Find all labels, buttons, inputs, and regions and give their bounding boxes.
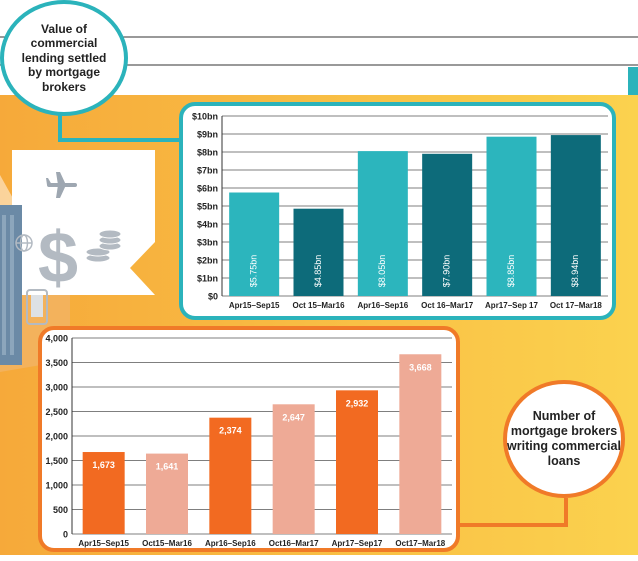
chart1-x-tick-label: Oct 17–Mar18 [550,301,603,310]
callout-lending-value: Value of commercial lending settled by m… [0,0,128,116]
chart1-y-tick-label: $8bn [197,148,218,158]
chart1-data-label: $8.94bn [570,255,580,288]
callout-broker-count: Number of mortgage brokers writing comme… [503,380,625,498]
chart2-bar [146,453,188,534]
chart2-x-tick-label: Apr17–Sep17 [332,539,383,548]
chart2-y-tick-label: 1,000 [45,481,68,491]
chart1-x-tick-label: Apr15–Sep15 [229,301,280,310]
chart1-bar [486,136,537,296]
chart1-y-tick-label: $6bn [197,184,218,194]
chart2-bar [399,354,442,534]
chart1-x-tick-label: Apr17–Sep 17 [485,301,538,310]
chart2-x-tick-label: Apr16–Sep16 [205,539,256,548]
chart1-y-tick-label: $1bn [197,274,218,284]
chart2-data-label: 2,374 [219,426,242,436]
chart2-data-label: 1,673 [92,460,115,470]
chart2-bar [272,404,315,534]
chart2-y-tick-label: 3,000 [45,383,68,393]
chart1-x-tick-label: Oct 16–Mar17 [421,301,474,310]
chart2-data-label: 2,647 [282,412,305,422]
callout-broker-count-text: Number of mortgage brokers writing comme… [507,409,621,468]
chart2-y-tick-label: 2,500 [45,407,68,417]
svg-text:$: $ [38,218,78,298]
chart1-bar [293,208,344,296]
chart1-y-tick-label: $5bn [197,202,218,212]
callout-lending-value-text: Value of commercial lending settled by m… [21,22,107,94]
chart1-y-tick-label: $2bn [197,256,218,266]
chart2-bar [336,390,378,534]
chart1-data-label: $8.85bn [506,255,516,288]
chart2-x-tick-label: Oct16–Mar17 [269,539,319,548]
chart1-bar [229,192,280,296]
chart1-x-tick-label: Apr16–Sep16 [357,301,408,310]
chart1-data-label: $8.05bn [377,255,387,288]
chart2-x-tick-label: Apr15–Sep15 [78,539,129,548]
chart2-data-label: 3,668 [409,362,432,372]
chart1-bar [422,153,473,296]
chart1-data-label: $4.85bn [313,255,323,288]
chart1-bar [357,151,408,296]
chart1-y-tick-label: $4bn [197,220,218,230]
chart2-data-label: 2,932 [346,398,369,408]
smartphone-icon [26,289,48,325]
chart2-data-label: 1,641 [156,462,179,472]
dollar-sign-icon: $ [38,218,78,298]
chart1-y-tick-label: $0 [208,292,218,302]
chart1-y-tick-label: $7bn [197,166,218,176]
chart2-y-tick-label: 500 [53,505,68,515]
chart2-y-tick-label: 4,000 [45,334,68,344]
chart2-y-tick-label: 3,500 [45,358,68,368]
chart1-data-label: $5.75bn [249,255,259,288]
chart2-y-tick-label: 2,000 [45,432,68,442]
chart1-x-tick-label: Oct 15–Mar16 [292,301,345,310]
globe-icon [15,234,33,252]
chart1-data-label: $7.90bn [442,255,452,288]
chart1-y-tick-label: $9bn [197,130,218,140]
chart2-y-tick-label: 0 [63,530,68,540]
chart1-y-tick-label: $10bn [192,112,218,122]
chart2-bar [209,417,252,534]
chart2-x-tick-label: Oct15–Mar16 [142,539,192,548]
chart1-bar [550,135,601,296]
chart1-y-tick-label: $3bn [197,238,218,248]
chart2-x-tick-label: Oct17–Mar18 [395,539,445,548]
chart2-bar [82,452,125,534]
airplane-icon [46,172,77,198]
chart2-y-tick-label: 1,500 [45,456,68,466]
coin-stack-icon [85,229,122,263]
